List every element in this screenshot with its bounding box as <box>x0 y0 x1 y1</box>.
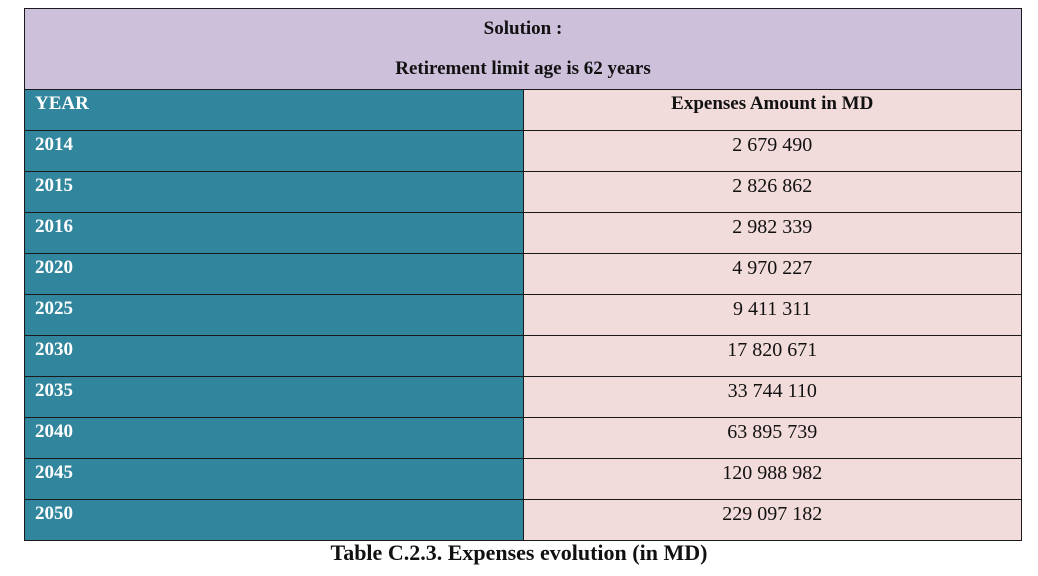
table-row: 2035 33 744 110 <box>24 376 1022 418</box>
amount-cell: 2 826 862 <box>522 171 1022 213</box>
year-cell: 2030 <box>24 335 524 377</box>
table-row: 2020 4 970 227 <box>24 253 1022 295</box>
amount-cell: 9 411 311 <box>522 294 1022 336</box>
amount-column-header: Expenses Amount in MD <box>522 89 1022 131</box>
year-column-header: YEAR <box>24 89 524 131</box>
table-row: 2015 2 826 862 <box>24 171 1022 213</box>
expenses-table: Solution : Retirement limit age is 62 ye… <box>24 8 1022 541</box>
header-row: YEAR Expenses Amount in MD <box>24 89 1022 131</box>
table-row: 2016 2 982 339 <box>24 212 1022 254</box>
amount-cell: 17 820 671 <box>522 335 1022 377</box>
table-row: 2040 63 895 739 <box>24 417 1022 459</box>
table-row: 2025 9 411 311 <box>24 294 1022 336</box>
table-row: 2014 2 679 490 <box>24 130 1022 172</box>
expenses-table-container: Solution : Retirement limit age is 62 ye… <box>24 8 1022 541</box>
year-cell: 2015 <box>24 171 524 213</box>
amount-cell: 229 097 182 <box>522 499 1022 541</box>
amount-cell: 4 970 227 <box>522 253 1022 295</box>
year-cell: 2020 <box>24 253 524 295</box>
amount-cell: 120 988 982 <box>522 458 1022 500</box>
table-row: 2050 229 097 182 <box>24 499 1022 541</box>
table-row: 2045 120 988 982 <box>24 458 1022 500</box>
year-cell: 2045 <box>24 458 524 500</box>
solution-cell: Solution : Retirement limit age is 62 ye… <box>24 8 1022 90</box>
solution-row: Solution : Retirement limit age is 62 ye… <box>24 8 1022 90</box>
year-cell: 2016 <box>24 212 524 254</box>
year-cell: 2040 <box>24 417 524 459</box>
amount-cell: 33 744 110 <box>522 376 1022 418</box>
solution-title: Solution : <box>483 18 563 39</box>
amount-cell: 2 982 339 <box>522 212 1022 254</box>
solution-subtitle: Retirement limit age is 62 years <box>395 58 651 79</box>
amount-cell: 2 679 490 <box>522 130 1022 172</box>
year-cell: 2050 <box>24 499 524 541</box>
table-caption: Table C.2.3. Expenses evolution (in MD) <box>330 540 708 565</box>
year-cell: 2035 <box>24 376 524 418</box>
table-row: 2030 17 820 671 <box>24 335 1022 377</box>
amount-cell: 63 895 739 <box>522 417 1022 459</box>
year-cell: 2025 <box>24 294 524 336</box>
expenses-table-body: Solution : Retirement limit age is 62 ye… <box>24 8 1022 541</box>
year-cell: 2014 <box>24 130 524 172</box>
